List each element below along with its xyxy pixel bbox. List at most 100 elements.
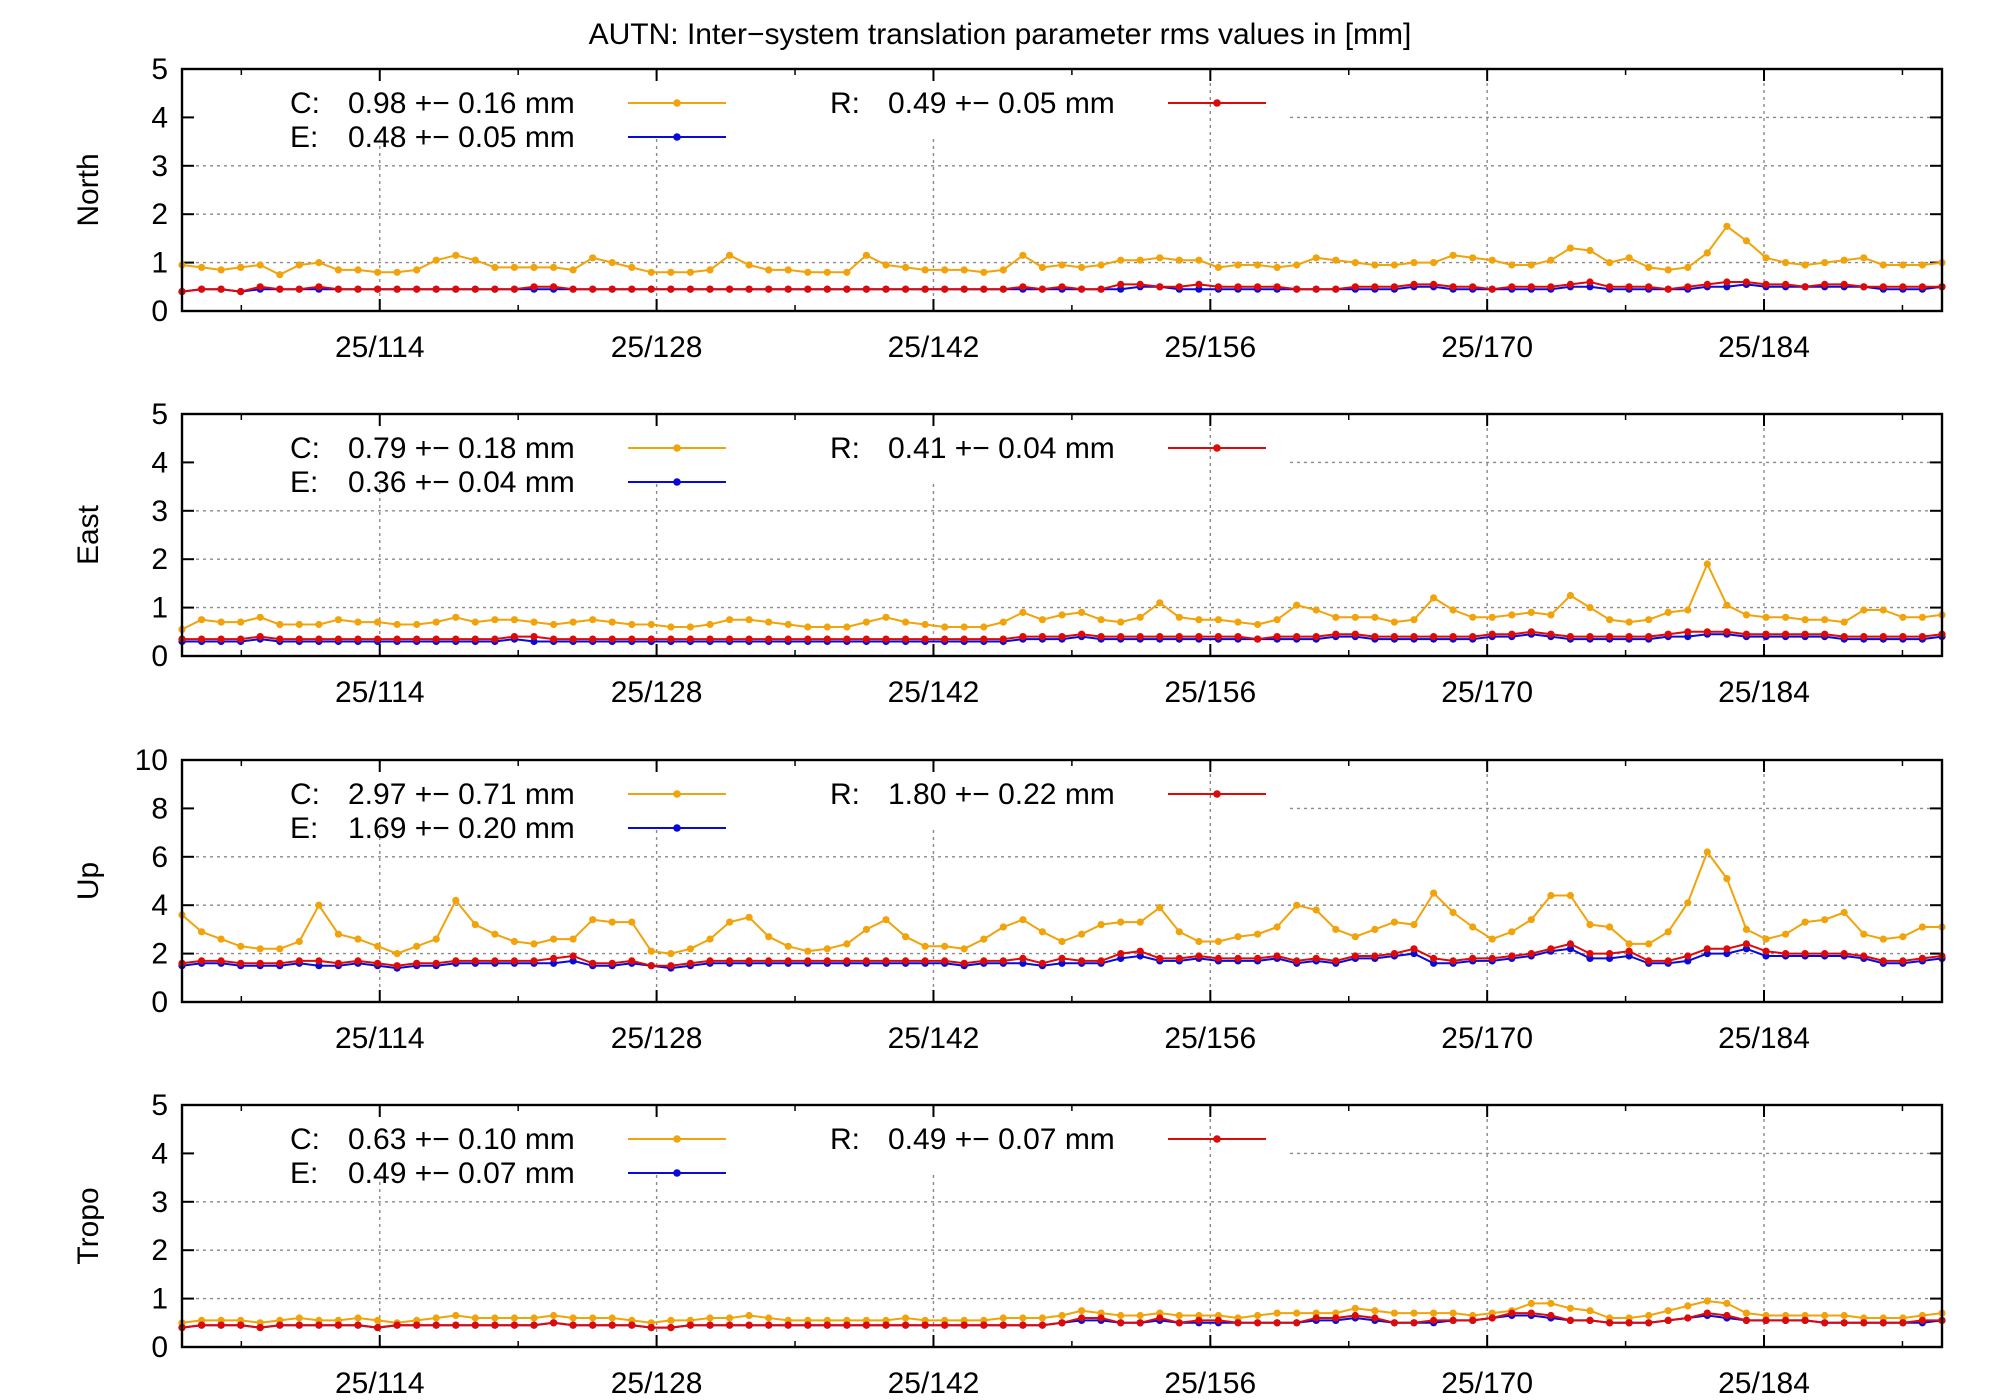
x-tick-label: 25/114 xyxy=(335,1022,425,1055)
data-point-r xyxy=(999,285,1007,293)
data-point-r xyxy=(237,1321,245,1329)
data-point-r xyxy=(647,635,655,643)
data-point-r xyxy=(432,959,440,967)
data-point-r xyxy=(1156,633,1164,641)
data-point-r xyxy=(452,635,460,643)
data-point-c xyxy=(1254,1311,1262,1320)
data-point-r xyxy=(784,1321,792,1329)
data-point-c xyxy=(1351,1304,1359,1312)
data-point-c xyxy=(902,933,910,941)
data-point-c xyxy=(843,623,851,631)
data-point-r xyxy=(1214,633,1222,641)
legend-swatch-point-r xyxy=(1213,444,1221,452)
plot-frame xyxy=(180,1103,1944,1349)
data-point-r xyxy=(1547,1311,1555,1320)
data-point-c xyxy=(667,623,675,631)
data-point-c xyxy=(999,266,1007,274)
data-point-r xyxy=(1234,1319,1242,1327)
data-point-c xyxy=(1371,261,1379,269)
data-point-c xyxy=(765,1314,773,1322)
data-point-r xyxy=(1273,633,1281,641)
data-point-c xyxy=(1782,259,1790,267)
data-point-c xyxy=(1801,261,1809,269)
data-point-r xyxy=(1899,283,1907,291)
data-point-r xyxy=(1214,283,1222,291)
data-point-c xyxy=(334,616,342,624)
data-point-r xyxy=(1214,1316,1222,1324)
data-point-r xyxy=(1762,1316,1770,1324)
data-point-r xyxy=(823,1321,831,1329)
data-point-c xyxy=(530,940,538,948)
data-point-c xyxy=(882,613,890,621)
legend-stat-r: 0.41 +− 0.04 mm xyxy=(888,432,1115,465)
data-point-r xyxy=(1469,1316,1477,1324)
data-point-c xyxy=(1860,254,1868,262)
data-point-r xyxy=(1312,633,1320,641)
data-point-r xyxy=(823,957,831,965)
data-point-r xyxy=(1606,1319,1614,1327)
data-point-r xyxy=(1195,952,1203,960)
data-point-r xyxy=(1840,1319,1848,1327)
data-point-c xyxy=(1038,928,1046,936)
data-point-c xyxy=(276,620,284,629)
data-point-r xyxy=(374,1324,382,1332)
data-point-c xyxy=(1723,222,1731,230)
data-point-r xyxy=(1625,283,1633,291)
data-point-c xyxy=(1899,613,1907,621)
data-point-c xyxy=(1840,1311,1848,1320)
data-point-r xyxy=(1156,954,1164,963)
data-point-c xyxy=(1684,899,1692,907)
data-point-r xyxy=(1703,280,1711,288)
data-point-r xyxy=(1723,628,1731,636)
data-point-c xyxy=(1469,254,1477,262)
data-point-c xyxy=(1254,261,1262,269)
data-point-r xyxy=(862,635,871,643)
data-point-c xyxy=(1645,940,1653,948)
data-point-r xyxy=(1801,630,1809,638)
data-point-c xyxy=(256,945,264,953)
data-point-c xyxy=(1019,916,1027,924)
data-point-r xyxy=(921,285,929,293)
data-point-c xyxy=(432,935,440,943)
data-point-c xyxy=(1254,620,1262,629)
data-point-c xyxy=(862,251,871,259)
data-point-r xyxy=(1645,283,1653,291)
data-point-r xyxy=(589,635,597,643)
data-point-r xyxy=(1254,635,1262,643)
data-point-c xyxy=(1840,908,1848,917)
data-point-c xyxy=(413,266,421,274)
data-point-r xyxy=(980,635,988,643)
data-point-r xyxy=(902,1321,910,1329)
data-point-r xyxy=(589,285,597,293)
data-point-r xyxy=(1801,283,1809,291)
x-tick-label: 25/142 xyxy=(888,1367,980,1400)
data-point-r xyxy=(921,957,929,965)
legend-stat-r: 1.80 +− 0.22 mm xyxy=(888,778,1115,811)
data-point-r xyxy=(1351,630,1359,638)
data-point-r xyxy=(843,1321,851,1329)
data-point-r xyxy=(393,962,401,970)
data-point-r xyxy=(237,288,245,296)
data-point-c xyxy=(804,947,812,955)
data-point-r xyxy=(198,285,206,293)
x-tick-label: 25/142 xyxy=(888,331,980,364)
data-point-r xyxy=(1469,283,1477,291)
data-point-r xyxy=(1488,1314,1496,1322)
data-point-r xyxy=(276,959,284,967)
data-point-r xyxy=(1508,630,1516,638)
data-point-c xyxy=(295,261,303,269)
data-point-r xyxy=(1038,1321,1046,1329)
data-point-r xyxy=(1430,280,1438,288)
data-point-r xyxy=(1742,1316,1750,1324)
data-point-r xyxy=(1371,633,1379,641)
data-point-c xyxy=(1723,875,1731,883)
data-point-r xyxy=(1273,952,1281,960)
data-point-c xyxy=(354,935,362,943)
data-point-c xyxy=(608,1314,616,1322)
data-point-r xyxy=(1117,1319,1125,1327)
data-point-c xyxy=(726,251,734,259)
data-point-r xyxy=(1175,283,1183,291)
data-point-r xyxy=(1195,1316,1203,1324)
data-point-r xyxy=(1586,633,1594,641)
